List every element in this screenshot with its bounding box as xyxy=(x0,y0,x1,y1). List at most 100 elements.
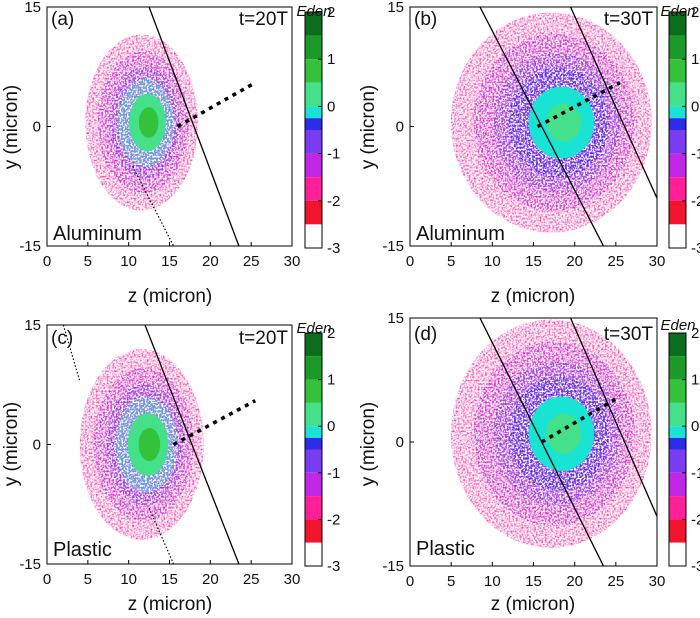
panel-c-colorbar-segment xyxy=(305,426,322,438)
panel-a-propagation-axis xyxy=(176,81,257,129)
panel-c-x-tick-label: 10 xyxy=(120,571,137,588)
panel-d-colorbar: 2 1 0 -1 -2 -3 xyxy=(668,325,700,575)
panel-d-colorbar-tick-label: -3 xyxy=(691,558,700,575)
panel-a-y-tick-label: 15 xyxy=(24,0,41,16)
panel-d-colorbar-segment xyxy=(669,449,686,473)
panel-d-y-axis-label: y (micron) xyxy=(358,402,379,486)
panel-b-colorbar-segment xyxy=(669,200,686,225)
panel-a-colorbar-tick-label: 2 xyxy=(327,4,335,21)
panel-d-y-tick-label: 0 xyxy=(396,434,404,451)
panel-d-colorbar-frame xyxy=(668,332,687,567)
panel-d-x-tick-label: 30 xyxy=(649,573,666,590)
panel-c-plot-area xyxy=(62,325,257,564)
panel-d-propagation-axis xyxy=(540,395,621,444)
panel-b-x-tick-label: 20 xyxy=(566,253,583,270)
panel-a: (a) t=20T Aluminum 0 5 10 15 20 25 30 150-15 z… xyxy=(1,0,340,307)
panel-a-colorbar-tick-label: -3 xyxy=(327,240,340,257)
panel-a-x-tick-label: 0 xyxy=(43,253,51,270)
panel-d-x-axis: 0 5 10 15 20 25 30 xyxy=(406,562,666,590)
panel-d-x-tick-label: 5 xyxy=(447,573,455,590)
panel-d-x-tick-label: 0 xyxy=(406,573,414,590)
panel-b-colorbar-title: Eden xyxy=(660,3,695,20)
panel-d-density-map xyxy=(440,318,657,558)
panel-c-x-tick-label: 25 xyxy=(243,571,260,588)
panel-c-target-edge-line xyxy=(62,325,81,381)
panel-b-colorbar-segment xyxy=(669,153,686,178)
panel-b-colorbar-tick-label: -3 xyxy=(691,240,700,257)
panel-d-plot-area xyxy=(440,318,657,566)
panel-d-colorbar-segment xyxy=(669,542,686,566)
panel-b-colorbar-tick-label: -1 xyxy=(691,146,700,163)
panel-c-colorbar-segment xyxy=(305,542,322,566)
panel-b-x-tick-label: 10 xyxy=(484,253,501,270)
panel-c-y-tick-label: -15 xyxy=(19,556,41,573)
panel-b-y-tick-label: 0 xyxy=(396,119,404,136)
panel-d-x-tick-label: 15 xyxy=(525,573,542,590)
panel-d-y-tick-label: 15 xyxy=(387,310,404,327)
panel-b-colorbar-segment xyxy=(669,82,686,107)
panel-c-x-axis-label: z (micron) xyxy=(128,594,212,615)
panel-b-colorbar-segment xyxy=(669,224,686,248)
panel-c-colorbar-segment xyxy=(305,402,322,427)
panel-a-y-tick-label: 0 xyxy=(33,119,41,136)
panel-c-colorbar: 2 1 0 -1 -2 -3 xyxy=(304,325,340,575)
panel-a-colorbar-tick-label: 0 xyxy=(327,98,335,115)
panel-c-propagation-axis xyxy=(172,399,257,447)
panel-c-colorbar-segment xyxy=(305,519,322,543)
panel-a-x-tick-label: 20 xyxy=(202,253,219,270)
panel-c-y-axis: 15 0 -15 xyxy=(19,317,51,573)
panel-b-colorbar: 2 1 0 -1 -2 -3 xyxy=(668,4,700,257)
panel-c-colorbar-tick-label: 1 xyxy=(327,372,335,389)
panel-b: (b) t=30T Aluminum 0 5 10 15 20 25 30 150-15 z… xyxy=(358,0,700,307)
panel-a-colorbar-title: Eden xyxy=(296,3,331,20)
panel-b-x-axis: 0 5 10 15 20 25 30 xyxy=(406,242,666,270)
panel-b-colorbar-segment xyxy=(669,177,686,201)
panel-d-material-label: Plastic xyxy=(416,538,475,560)
panel-d-colorbar-tick-label: 2 xyxy=(691,325,699,342)
panel-b-colorbar-segment xyxy=(669,118,686,130)
panel-d-colorbar-title: Eden xyxy=(660,317,695,334)
panel-b-colorbar-segment xyxy=(669,12,686,36)
panel-d-colorbar-segment xyxy=(669,379,686,403)
panel-a-colorbar-segment xyxy=(305,153,322,178)
panel-a-y-axis-label: y (micron) xyxy=(1,85,22,169)
panel-d-colorbar-tick-label: 1 xyxy=(691,372,699,389)
panel-b-density-level-6 xyxy=(546,103,582,142)
panel-c-colorbar-segment xyxy=(305,333,322,357)
panel-c-colorbar-tick-label: -3 xyxy=(327,558,340,575)
panel-c-time-label: t=20T xyxy=(239,328,289,349)
panel-a-colorbar-segment xyxy=(305,59,322,83)
panel-d-colorbar-segment xyxy=(669,426,686,438)
panel-b-colorbar-tick-label: -2 xyxy=(691,193,700,210)
panel-b-colorbar-segment xyxy=(669,35,686,60)
panel-a-density-map xyxy=(79,26,203,219)
panel-c-material-label: Plastic xyxy=(53,539,112,561)
panel-a-material-label: Aluminum xyxy=(53,223,142,245)
panel-b-y-tick-label: 15 xyxy=(387,0,404,16)
panel-a-label: (a) xyxy=(51,9,74,30)
panel-d-x-tick-label: 25 xyxy=(607,573,624,590)
panel-b-colorbar-frame xyxy=(668,11,687,249)
panel-c-x-tick-label: 0 xyxy=(43,571,51,588)
panel-b-x-tick-label: 0 xyxy=(406,253,414,270)
panel-a-x-axis-label: z (micron) xyxy=(128,286,212,307)
panel-b-colorbar-segment xyxy=(669,106,686,119)
panel-a-colorbar-segment xyxy=(305,224,322,248)
panel-c-x-tick-label: 30 xyxy=(284,571,301,588)
panel-c-colorbar-segment xyxy=(305,472,322,497)
panel-d-colorbar-segment xyxy=(669,496,686,520)
panel-b-x-tick-label: 30 xyxy=(649,253,666,270)
panel-a-front-line xyxy=(148,7,240,246)
panel-b-x-tick-label: 5 xyxy=(447,253,455,270)
panel-c-colorbar-segment xyxy=(305,449,322,473)
panel-c-colorbar-segment xyxy=(305,437,322,450)
panel-c-colorbar-tick-label: 0 xyxy=(327,418,335,435)
panel-a-colorbar-segment xyxy=(305,12,322,36)
panel-a-colorbar-segment xyxy=(305,177,322,201)
panel-a-colorbar-segment xyxy=(305,82,322,107)
panel-a-target-edge-line xyxy=(132,166,175,246)
panel-d-density-level-6 xyxy=(546,413,582,454)
panel-a-y-axis: 15 0 -15 xyxy=(19,0,51,255)
panel-c-x-axis: 0 5 10 15 20 25 30 xyxy=(43,560,301,588)
panel-a-plot-area xyxy=(79,7,257,246)
